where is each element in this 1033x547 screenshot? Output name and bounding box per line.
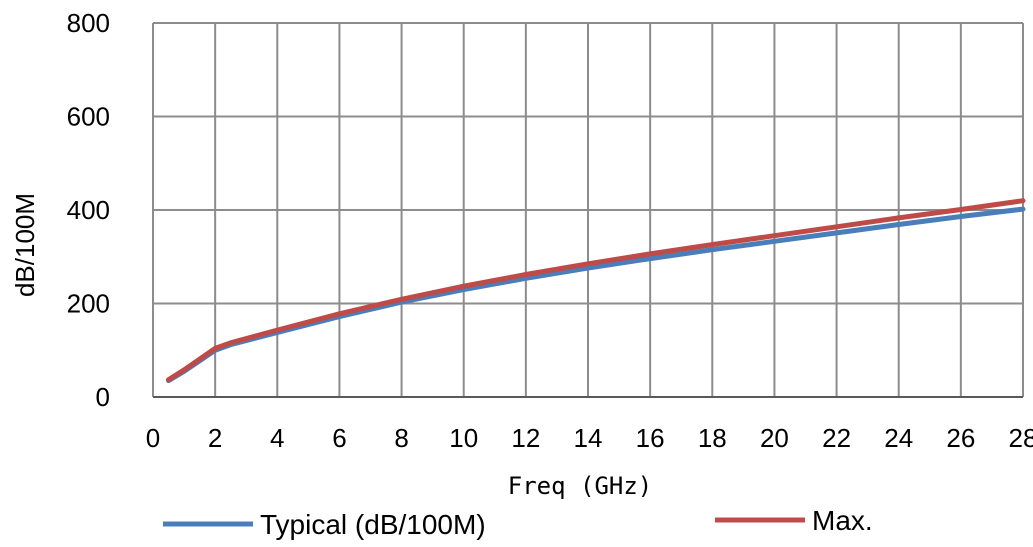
x-tick-label: 10 — [449, 423, 478, 453]
grid — [152, 22, 1024, 398]
x-tick-label: 16 — [636, 423, 665, 453]
x-tick-label: 8 — [394, 423, 408, 453]
x-tick-label: 28 — [1009, 423, 1033, 453]
series-lines — [166, 198, 1026, 384]
legend: Typical (dB/100M) Max. — [163, 505, 873, 540]
x-tick-label: 24 — [884, 423, 913, 453]
x-tick-label: 6 — [332, 423, 346, 453]
series-line-typical — [166, 206, 1026, 384]
y-axis-title: dB/100M — [10, 193, 40, 297]
x-axis-title: Freq (GHz) — [508, 472, 653, 500]
x-tick-label: 4 — [270, 423, 284, 453]
y-tick-label: 200 — [67, 289, 110, 319]
x-tick-label: 12 — [511, 423, 540, 453]
x-tick-labels: 0 2 4 6 8 10 12 14 16 18 20 22 24 26 28 — [146, 423, 1033, 453]
series-line-max — [166, 198, 1026, 383]
x-tick-label: 22 — [822, 423, 851, 453]
x-tick-label: 0 — [146, 423, 160, 453]
x-tick-label: 18 — [698, 423, 727, 453]
legend-label-max: Max. — [812, 505, 873, 536]
y-tick-label: 0 — [96, 382, 110, 412]
y-tick-labels: 0 200 400 600 800 — [67, 8, 110, 412]
y-tick-label: 600 — [67, 102, 110, 132]
x-tick-label: 20 — [760, 423, 789, 453]
y-tick-label: 800 — [67, 8, 110, 38]
x-tick-label: 2 — [208, 423, 222, 453]
y-tick-label: 400 — [67, 195, 110, 225]
x-tick-label: 14 — [574, 423, 603, 453]
legend-label-typical: Typical (dB/100M) — [260, 509, 486, 540]
x-tick-label: 26 — [946, 423, 975, 453]
